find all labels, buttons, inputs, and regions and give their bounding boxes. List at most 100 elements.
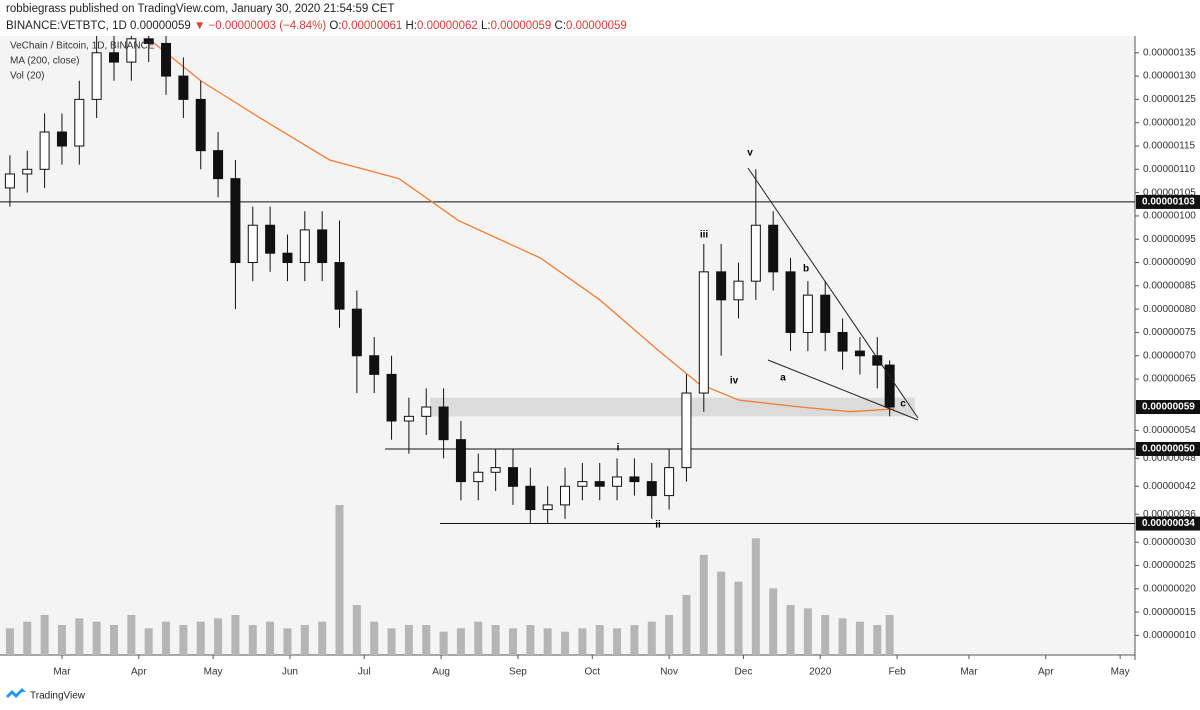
y-axis: 0.00000135 0.00000130 0.00000125 0.00000120… — [1135, 47, 1200, 641]
candle-body — [91, 52, 102, 100]
candle-body — [768, 224, 779, 273]
candle-body — [594, 481, 605, 487]
change: ▼ −0.00000003 (−4.84%) — [193, 20, 327, 32]
candle-body — [854, 350, 865, 357]
y-tick-label: 0.00000110 — [1143, 164, 1196, 175]
candle-body — [403, 415, 414, 422]
wave-label: a — [780, 373, 786, 384]
y-tick-label: 0.00000090 — [1143, 257, 1196, 268]
volume-bar — [803, 608, 812, 655]
volume-bar — [5, 628, 14, 655]
candle-body — [74, 98, 85, 147]
volume-bar — [491, 625, 500, 655]
wave-label: b — [803, 264, 809, 275]
level-label: 0.00000034 — [1142, 518, 1195, 529]
volume-bar — [613, 628, 622, 655]
y-tick-label: 0.00000125 — [1143, 94, 1196, 105]
candle-body — [750, 224, 761, 282]
candle-body — [612, 476, 623, 487]
y-tick-label: 0.00000085 — [1143, 280, 1196, 291]
y-tick-label: 0.00000130 — [1143, 71, 1196, 82]
x-tick-label: May — [1111, 667, 1130, 678]
wave-labels: i ii iii iv v a b c — [617, 148, 907, 531]
candle-body — [525, 485, 536, 511]
volume-bar — [387, 628, 396, 655]
volume-bar — [109, 625, 118, 655]
y-tick-label: 0.00000115 — [1143, 141, 1196, 152]
logo — [6, 688, 26, 698]
candle-body — [681, 392, 692, 469]
x-tick-label: Dec — [735, 667, 753, 678]
candle-body — [126, 38, 137, 63]
volume-bar — [543, 628, 552, 655]
chart: i ii iii iv v a b c VeChain / Bitcoin, 1… — [0, 36, 1200, 702]
volume-bar — [214, 618, 223, 655]
last-price-label: 0.00000059 — [1142, 402, 1195, 413]
volume-bar — [595, 625, 604, 655]
x-axis: Mar Apr May Jun Jul Aug Sep Oct Nov Dec 2020 Feb Mar… — [53, 655, 1130, 678]
y-tick-label: 0.00000020 — [1143, 583, 1196, 594]
candle-body — [195, 98, 206, 152]
candle-body — [56, 131, 67, 147]
candle-body — [143, 38, 154, 44]
y-tick-label: 0.00000030 — [1143, 537, 1196, 548]
candle-body — [421, 406, 432, 417]
level-box — [1136, 194, 1200, 209]
candle-body — [884, 364, 895, 408]
level-label: 0.00000103 — [1142, 197, 1195, 208]
wave-label: i — [617, 443, 620, 454]
legend-ma: MA (200, close) — [10, 56, 79, 67]
y-tick-label: 0.00000036 — [1143, 509, 1196, 520]
candle-body — [386, 373, 397, 422]
candle-body — [872, 355, 883, 366]
volume-bar — [682, 595, 691, 655]
o-label: O: — [329, 20, 342, 32]
candle-body — [646, 481, 657, 497]
trendline-upper — [747, 167, 919, 419]
ma-line — [148, 38, 895, 413]
volume-bar — [144, 628, 153, 655]
candle-body — [438, 406, 449, 441]
candle-body — [213, 150, 224, 180]
volume-bar — [127, 615, 136, 655]
y-tick-label: 0.00000105 — [1143, 187, 1196, 198]
l-label: L: — [480, 20, 491, 32]
x-tick-label: 2020 — [809, 667, 832, 678]
volume-bar — [335, 505, 344, 655]
volume-bar — [231, 615, 240, 655]
y-tick-label: 0.00000100 — [1143, 211, 1196, 222]
volume-bar — [647, 621, 656, 655]
candle-body — [161, 42, 172, 77]
x-tick-label: Mar — [960, 667, 978, 678]
volume-bar — [179, 625, 188, 655]
wave-label: iii — [700, 230, 709, 241]
candle-body — [455, 439, 466, 483]
volume-bar — [92, 621, 101, 655]
volume-bar — [630, 625, 639, 655]
y-tick-label: 0.00000010 — [1143, 630, 1196, 641]
volume-bar — [352, 605, 361, 655]
x-tick-label: Mar — [53, 667, 71, 678]
footer: TradingView — [30, 691, 86, 702]
y-tick-label: 0.00000095 — [1143, 234, 1196, 245]
o-value: 0.00000061 — [341, 20, 403, 32]
candle-body — [560, 485, 571, 506]
x-tick-label: Jun — [282, 667, 298, 678]
wave-label: v — [747, 148, 753, 159]
volume-bar — [508, 628, 517, 655]
y-tick-label: 0.00000065 — [1143, 374, 1196, 385]
candle-body — [733, 280, 744, 301]
legend-title: VeChain / Bitcoin, 1D, BINANCE — [10, 41, 155, 52]
legend-volume: Vol (20) — [10, 71, 44, 82]
plot-area — [0, 36, 1135, 655]
volume-bar — [266, 621, 275, 655]
volume-bar — [885, 615, 894, 655]
h-label: H: — [405, 20, 418, 32]
candle-body — [178, 75, 189, 100]
last: 0.00000059 — [129, 20, 191, 32]
publisher: robbiegrass published on TradingView.com… — [6, 3, 395, 15]
y-tick-label: 0.00000075 — [1143, 327, 1196, 338]
volume-bar — [196, 621, 205, 655]
last-price-box — [1136, 400, 1200, 415]
